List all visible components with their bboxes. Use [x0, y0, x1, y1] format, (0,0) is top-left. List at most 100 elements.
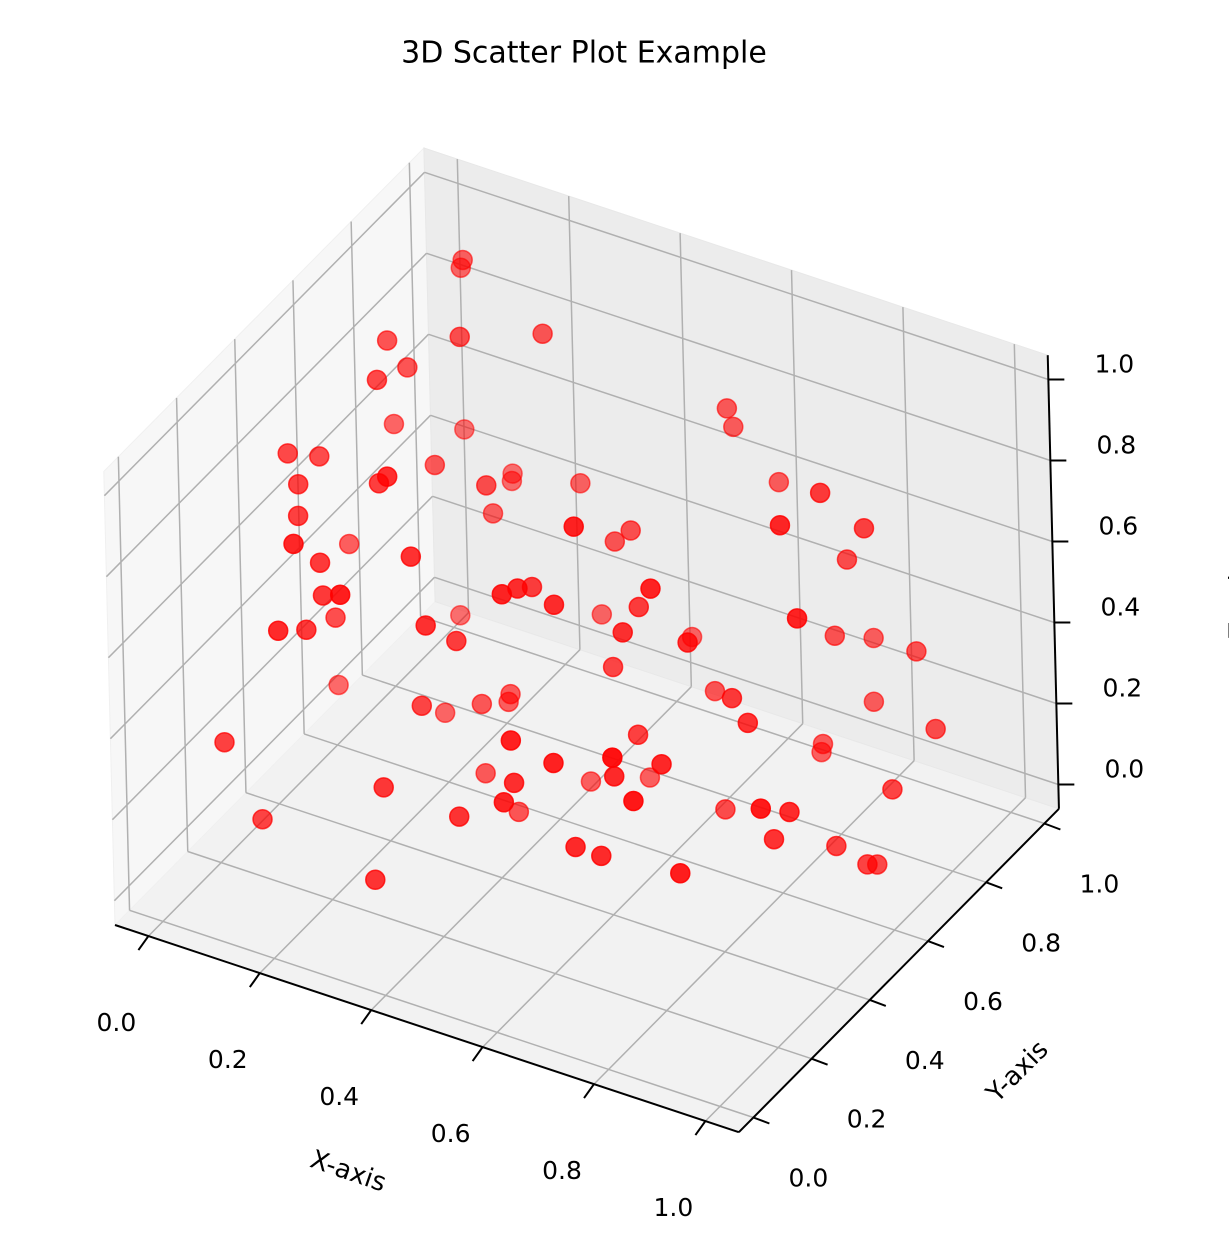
tick-mark: [583, 1083, 595, 1099]
z-tick-label: 0.4: [1100, 593, 1140, 622]
point: [681, 626, 703, 648]
point: [471, 693, 493, 715]
point: [786, 608, 808, 629]
tick-mark: [927, 940, 945, 949]
point: [493, 792, 515, 813]
grid-line: [245, 791, 871, 1001]
point: [500, 730, 522, 751]
point: [287, 474, 309, 495]
point: [277, 443, 298, 464]
grid-line: [147, 612, 470, 937]
point: [296, 619, 317, 640]
point: [715, 799, 736, 820]
axes: 0.0 0.2 0.4 0.6 0.8 1.0 0.0 0.2 0.4 0.6 0.8 1.0 0.0 0…: [97, 350, 1145, 1223]
point: [628, 596, 650, 618]
point: [826, 835, 847, 857]
point: [723, 416, 744, 438]
tick-mark: [985, 881, 1003, 890]
grid-line: [234, 339, 247, 793]
x-tick-label: 0.2: [208, 1045, 248, 1074]
grid: [103, 159, 1059, 1122]
point: [376, 466, 398, 487]
point: [500, 683, 521, 705]
grid-line: [482, 723, 804, 1048]
grid-line: [790, 270, 804, 724]
grid-line: [679, 233, 693, 687]
point: [329, 584, 351, 606]
point: [721, 687, 743, 709]
point: [454, 419, 475, 440]
grid-line: [456, 159, 470, 613]
grid-line: [408, 162, 422, 617]
point: [508, 801, 530, 823]
point: [670, 863, 691, 884]
grid-line: [1013, 344, 1027, 798]
point: [824, 625, 846, 646]
point: [591, 845, 612, 867]
point: [704, 680, 726, 702]
grid-line: [105, 252, 428, 578]
point: [424, 454, 446, 476]
point: [779, 801, 800, 823]
point: [563, 516, 584, 537]
point: [925, 718, 946, 740]
point: [906, 641, 927, 662]
point: [312, 585, 334, 606]
x-tick-label: 0.8: [542, 1156, 582, 1185]
tick-mark: [249, 972, 261, 988]
z-tick-label: 0.0: [1104, 755, 1144, 784]
point: [602, 656, 624, 678]
point: [604, 766, 625, 787]
point: [570, 473, 591, 494]
point: [376, 330, 398, 351]
y-tick-label: 0.2: [847, 1105, 887, 1134]
point: [863, 627, 884, 649]
chart-title: 3D Scatter Plot Example: [401, 36, 767, 71]
point: [476, 475, 497, 496]
point: [491, 584, 513, 605]
grid-line: [362, 674, 987, 884]
point: [580, 771, 602, 792]
point: [309, 446, 330, 467]
grid-line: [434, 576, 1059, 786]
point: [763, 828, 785, 850]
point: [446, 630, 467, 652]
point: [543, 752, 564, 774]
grid-line: [902, 307, 915, 761]
point: [836, 549, 858, 570]
point: [857, 854, 878, 875]
x-axis-line: [114, 924, 740, 1134]
y-tick-label: 1.0: [1080, 870, 1120, 899]
point: [365, 869, 386, 891]
point: [612, 622, 633, 643]
grid-line: [117, 456, 131, 911]
grid-line: [175, 397, 189, 852]
point: [338, 533, 360, 555]
tick-mark: [753, 1116, 770, 1125]
point: [287, 505, 309, 527]
z-tick-label: 0.2: [1102, 674, 1142, 703]
point: [373, 777, 394, 798]
grid-line: [113, 576, 436, 902]
tick-mark: [137, 935, 150, 951]
point: [415, 615, 436, 636]
z-axis-label: Z-axis: [1225, 561, 1229, 640]
grid-line: [432, 495, 1057, 705]
point: [623, 790, 644, 812]
tick-mark: [1044, 822, 1061, 831]
grid-line: [259, 649, 581, 974]
point: [639, 767, 661, 788]
grid-line: [109, 414, 432, 740]
tick-mark: [869, 998, 887, 1007]
point: [532, 323, 553, 344]
point: [604, 531, 626, 552]
point: [214, 731, 235, 753]
point: [620, 520, 641, 541]
point: [602, 747, 623, 768]
point: [475, 762, 496, 784]
point: [252, 808, 273, 830]
tick-mark: [360, 1009, 373, 1025]
point: [809, 482, 831, 504]
y-tick-label: 0.8: [1021, 928, 1061, 957]
